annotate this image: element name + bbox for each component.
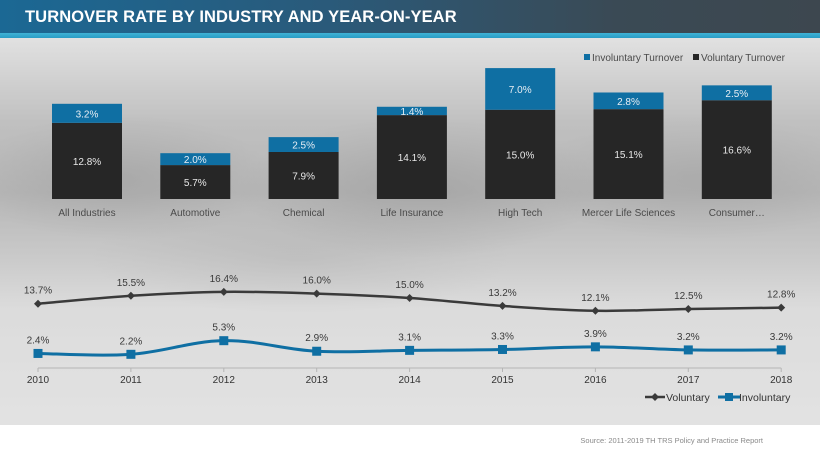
- bar-voluntary: [268, 151, 339, 199]
- bar-involuntary: [701, 85, 772, 101]
- voluntary-data-label: 16.4%: [210, 274, 238, 285]
- background-overlay: [0, 38, 820, 425]
- voluntary-data-label: 16.0%: [303, 276, 331, 287]
- involuntary-point: [126, 349, 136, 359]
- bar-category-label: Life Insurance: [380, 208, 443, 219]
- source-note: Source: 2011-2019 TH TRS Policy and Prac…: [580, 436, 763, 445]
- bar-involuntary-label: 2.5%: [292, 141, 315, 152]
- bar-voluntary: [593, 109, 664, 199]
- x-tick-label: 2014: [398, 375, 421, 386]
- bar-involuntary-label: 1.4%: [401, 107, 424, 118]
- bar-voluntary: [376, 115, 447, 199]
- bar-voluntary-label: 7.9%: [292, 171, 315, 182]
- header-accent-stripe: [0, 33, 820, 38]
- bar-category-label: Consumer…: [709, 208, 765, 219]
- bar-voluntary-label: 12.8%: [73, 157, 101, 168]
- voluntary-point: [498, 301, 507, 310]
- legend-label-involuntary: Involuntary Turnover: [592, 53, 684, 64]
- involuntary-data-label: 3.2%: [770, 332, 793, 343]
- header-bar: TURNOVER RATE BY INDUSTRY AND YEAR-ON-YE…: [0, 0, 820, 33]
- bar-voluntary-label: 5.7%: [184, 178, 207, 189]
- voluntary-point: [684, 305, 693, 313]
- voluntary-point: [591, 306, 600, 315]
- involuntary-data-label: 5.3%: [212, 323, 235, 334]
- bar-voluntary-label: 15.1%: [614, 150, 642, 161]
- x-tick-label: 2011: [120, 375, 142, 386]
- involuntary-point: [498, 344, 507, 354]
- involuntary-data-label: 2.2%: [120, 336, 143, 347]
- involuntary-point: [590, 342, 600, 352]
- year-line-chart: 2010 2011 2012 2013 2014 2015 2016 2017 2018 13.7…: [24, 274, 796, 386]
- bar-voluntary: [485, 109, 556, 199]
- involuntary-data-label: 2.9%: [305, 333, 328, 344]
- involuntary-data-label: 3.2%: [677, 332, 700, 343]
- bar-involuntary-label: 2.5%: [725, 89, 748, 100]
- voluntary-data-label: 13.2%: [488, 288, 516, 299]
- bar-involuntary: [268, 137, 339, 152]
- bar-involuntary-label: 2.0%: [184, 155, 207, 166]
- bar-voluntary: [160, 165, 231, 199]
- x-tick-label: 2012: [213, 375, 236, 386]
- voluntary-data-label: 15.0%: [395, 280, 423, 291]
- voluntary-data-label: 12.5%: [674, 291, 702, 302]
- bar-involuntary: [160, 153, 231, 166]
- bar-voluntary: [52, 122, 122, 199]
- legend-marker-involuntary: [725, 393, 733, 401]
- involuntary-data-label: 2.4%: [27, 335, 50, 346]
- bar-chart-legend: Involuntary Turnover Voluntary Turnover: [584, 53, 786, 64]
- bar-involuntary-label: 7.0%: [509, 85, 532, 96]
- legend-swatch-involuntary: [584, 54, 590, 60]
- industry-bar-chart: 12.8% 3.2% All Industries 5.7% 2.0% Automotiv…: [52, 68, 772, 219]
- bar-involuntary-label: 2.8%: [617, 97, 640, 108]
- voluntary-point: [219, 287, 228, 296]
- bar-voluntary: [701, 100, 772, 199]
- bar-involuntary: [485, 68, 556, 110]
- page-title: TURNOVER RATE BY INDUSTRY AND YEAR-ON-YE…: [25, 8, 457, 26]
- bar-voluntary-label: 16.6%: [723, 146, 751, 157]
- bar-involuntary: [52, 103, 122, 123]
- bar-category-label: All Industries: [58, 208, 115, 219]
- legend-swatch-voluntary: [693, 54, 699, 60]
- voluntary-data-label: 13.7%: [24, 286, 52, 297]
- involuntary-data-label: 3.3%: [491, 331, 514, 342]
- voluntary-data-label: 12.8%: [767, 290, 795, 301]
- bar-voluntary-label: 14.1%: [398, 153, 426, 164]
- legend-label-involuntary: Involuntary: [739, 392, 791, 404]
- involuntary-point: [33, 348, 43, 358]
- bar-category-label: Chemical: [283, 208, 325, 219]
- bar-involuntary-label: 3.2%: [76, 109, 99, 120]
- voluntary-data-label: 12.1%: [581, 293, 609, 304]
- involuntary-data-label: 3.9%: [584, 329, 607, 340]
- x-tick-label: 2018: [770, 375, 793, 386]
- involuntary-point: [312, 346, 322, 356]
- voluntary-point: [777, 303, 786, 312]
- bar-category-label: Mercer Life Sciences: [582, 208, 675, 219]
- line-chart-legend: Voluntary Involuntary: [645, 392, 791, 404]
- bar-category-label: High Tech: [498, 208, 542, 219]
- bar-involuntary: [593, 92, 664, 110]
- bar-involuntary: [376, 106, 447, 116]
- involuntary-data-label: 3.1%: [398, 332, 421, 343]
- bar-voluntary-label: 15.0%: [506, 150, 534, 161]
- voluntary-point: [405, 294, 414, 302]
- voluntary-point: [312, 289, 321, 298]
- involuntary-point: [405, 345, 415, 355]
- legend-marker-voluntary: [651, 393, 659, 401]
- x-tick-label: 2016: [584, 375, 607, 386]
- voluntary-point: [126, 291, 135, 300]
- voluntary-point: [34, 299, 42, 308]
- crowd-background-image: [0, 38, 820, 425]
- involuntary-point: [776, 345, 786, 355]
- involuntary-point: [683, 345, 693, 355]
- x-tick-label: 2017: [677, 375, 700, 386]
- bar-category-label: Automotive: [170, 208, 220, 219]
- x-tick-label: 2010: [27, 375, 50, 386]
- x-tick-label: 2015: [491, 375, 514, 386]
- legend-label-voluntary: Voluntary: [666, 392, 711, 404]
- x-tick-label: 2013: [306, 375, 329, 386]
- involuntary-point: [219, 336, 229, 346]
- legend-label-voluntary: Voluntary Turnover: [701, 53, 786, 64]
- voluntary-data-label: 15.5%: [117, 278, 145, 289]
